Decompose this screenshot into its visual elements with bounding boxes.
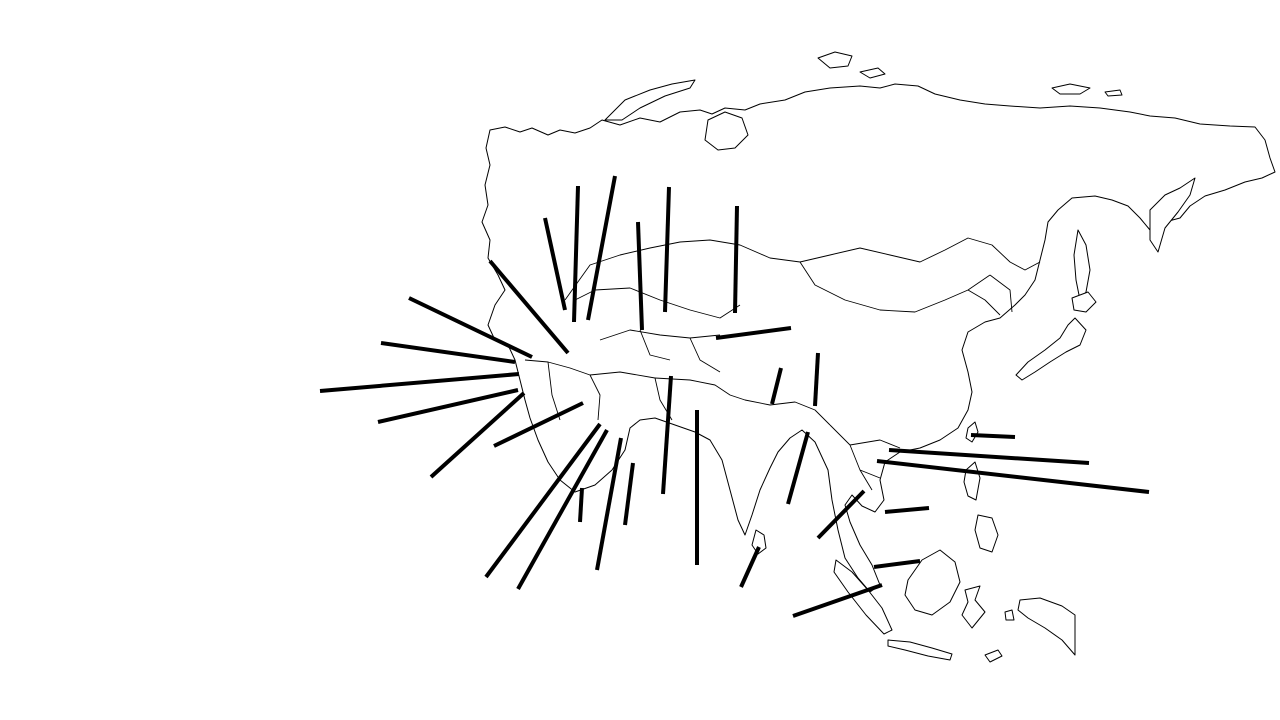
leader-line-17 bbox=[595, 437, 623, 571]
leader-line-13 bbox=[493, 401, 584, 448]
label-leader-lines bbox=[319, 175, 1150, 618]
kamchatka-outline bbox=[1149, 177, 1196, 253]
china-korea-border bbox=[967, 274, 1013, 316]
moluccas-outline bbox=[1004, 609, 1015, 621]
leader-line-25 bbox=[739, 546, 761, 588]
severnaya-zemlya-outline bbox=[817, 51, 853, 69]
south-asia-borders bbox=[654, 377, 831, 426]
sri-lanka-outline bbox=[751, 529, 767, 555]
leader-line-4 bbox=[636, 221, 644, 331]
leader-line-26 bbox=[816, 489, 866, 540]
timor-outline bbox=[984, 649, 1003, 663]
central-asia-borders bbox=[599, 329, 721, 373]
taimyr-peninsula-outline bbox=[704, 111, 749, 151]
leader-line-18 bbox=[623, 462, 635, 526]
leader-line-22 bbox=[770, 367, 783, 405]
leader-line-21 bbox=[715, 326, 792, 340]
java-outline bbox=[887, 639, 953, 661]
sulawesi-outline bbox=[961, 585, 986, 629]
leader-line-8 bbox=[408, 296, 533, 359]
leader-line-32 bbox=[970, 433, 1016, 439]
asia-mainland-outline bbox=[481, 83, 1276, 593]
leader-line-28 bbox=[873, 559, 921, 569]
philippines-mindanao-outline bbox=[974, 514, 999, 553]
japan-hokkaido-outline bbox=[1071, 291, 1097, 313]
taiwan-outline bbox=[965, 421, 979, 443]
leader-line-31 bbox=[876, 459, 1150, 494]
leader-line-5 bbox=[663, 186, 671, 313]
southeast-asia-borders bbox=[829, 424, 901, 491]
leader-line-9 bbox=[380, 341, 516, 364]
leader-line-6 bbox=[733, 205, 739, 314]
leader-line-10 bbox=[319, 372, 520, 393]
leader-line-16 bbox=[578, 487, 584, 523]
sumatra-outline bbox=[833, 559, 893, 635]
leader-line-23 bbox=[813, 352, 820, 407]
leader-line-29 bbox=[792, 583, 883, 618]
leader-line-15 bbox=[516, 429, 609, 590]
leader-line-2 bbox=[572, 185, 580, 323]
leader-line-19 bbox=[661, 375, 673, 495]
leader-line-3 bbox=[586, 175, 617, 321]
mongolia-border bbox=[799, 261, 991, 313]
new-siberian-islands-outline bbox=[1051, 83, 1091, 95]
leader-line-1 bbox=[543, 217, 567, 311]
philippines-luzon-outline bbox=[963, 461, 981, 501]
russia-southern-border bbox=[564, 237, 1041, 301]
sakhalin-outline bbox=[1073, 229, 1091, 301]
leader-line-27 bbox=[884, 506, 930, 514]
leader-line-14 bbox=[484, 422, 602, 579]
wrangel-island-outline bbox=[1104, 89, 1123, 97]
novaya-zemlya-outline bbox=[604, 79, 696, 121]
leader-line-24 bbox=[786, 431, 810, 505]
new-guinea-outline bbox=[1017, 597, 1076, 656]
taymyr-islands-outline bbox=[859, 67, 886, 79]
leader-line-7 bbox=[488, 259, 570, 355]
leader-line-30 bbox=[888, 448, 1090, 465]
leader-line-12 bbox=[429, 391, 526, 479]
japan-honshu-outline bbox=[1015, 317, 1087, 381]
borneo-outline bbox=[904, 549, 961, 616]
leader-line-11 bbox=[377, 388, 519, 424]
